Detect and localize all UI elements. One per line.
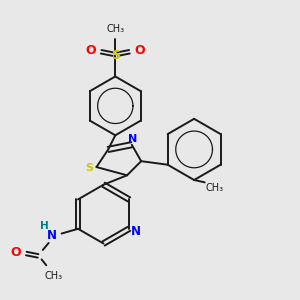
Text: CH₃: CH₃ <box>106 24 124 34</box>
Text: N: N <box>128 134 138 144</box>
Text: CH₃: CH₃ <box>44 271 62 281</box>
Text: CH₃: CH₃ <box>205 183 223 193</box>
Text: N: N <box>47 230 57 242</box>
Text: S: S <box>85 163 93 173</box>
Text: S: S <box>111 49 120 62</box>
Text: O: O <box>11 246 21 259</box>
Text: N: N <box>131 225 141 238</box>
Text: H: H <box>40 221 48 232</box>
Text: O: O <box>85 44 96 57</box>
Text: O: O <box>135 44 145 57</box>
